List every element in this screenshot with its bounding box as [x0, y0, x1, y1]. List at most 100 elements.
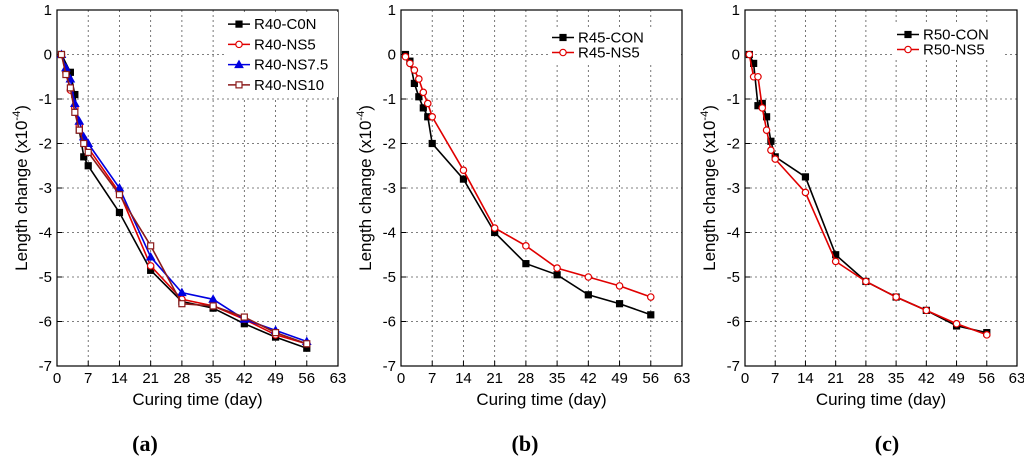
legend-marker — [559, 33, 567, 42]
data-point — [522, 260, 530, 268]
x-tick-label: 63 — [1009, 370, 1024, 387]
x-tick-label: 21 — [142, 370, 159, 387]
data-point — [401, 52, 410, 61]
legend-marker — [235, 40, 243, 49]
legend-entry: R50-NS5 — [897, 42, 985, 59]
x-tick-label: 7 — [428, 370, 436, 387]
data-point — [862, 277, 870, 286]
data-point — [754, 72, 762, 81]
x-tick-label: 56 — [642, 370, 659, 387]
y-axis-label-text: Length change (x10 — [700, 121, 719, 271]
y-axis-label: Length change (x10-4) — [11, 105, 31, 271]
data-point — [459, 175, 468, 183]
legend-box — [548, 28, 678, 62]
series-R50-NS5 — [745, 50, 991, 339]
legend-label: R50-CON — [923, 27, 989, 44]
data-point — [771, 155, 780, 163]
x-tick-label: 0 — [741, 370, 749, 387]
data-point — [490, 224, 499, 232]
legend-entry: R45-CON — [552, 30, 644, 47]
y-axis-label-text: Length change (x10 — [356, 121, 375, 271]
data-point — [80, 153, 88, 161]
data-point — [646, 293, 655, 301]
data-point — [762, 126, 771, 134]
data-point — [459, 166, 468, 175]
data-point — [75, 126, 83, 134]
legend-box — [224, 12, 338, 97]
x-axis-label: Curing time (day) — [132, 390, 262, 409]
x-tick-label: 42 — [236, 370, 253, 387]
data-point — [553, 271, 561, 279]
data-point — [147, 242, 155, 250]
data-point — [892, 293, 900, 301]
x-tick-label: 49 — [611, 370, 628, 387]
x-tick-label: 35 — [549, 370, 566, 387]
data-point — [647, 311, 655, 319]
x-tick-label: 42 — [580, 370, 597, 387]
data-point — [584, 273, 593, 281]
series-R45-NS5 — [401, 52, 655, 301]
data-point — [415, 93, 423, 101]
x-tick-label: 28 — [858, 370, 875, 387]
legend-label: R40-C0N — [254, 16, 317, 33]
legend-entry: R40-NS7.5 — [228, 57, 328, 74]
x-tick-label: 21 — [486, 370, 503, 387]
y-axis-label-exponent: -4 — [11, 111, 23, 121]
legend-label: R40-NS7.5 — [254, 57, 328, 74]
legend: R40-C0N R40-NS5 R40-NS7.5 R40-NS10 — [224, 12, 338, 97]
y-axis-label-close: ) — [356, 105, 375, 111]
x-tick-label: 56 — [978, 370, 995, 387]
legend-marker — [904, 45, 912, 54]
data-point — [767, 137, 775, 145]
y-tick-label: -3 — [383, 180, 396, 197]
y-tick-label: 1 — [44, 2, 52, 19]
data-point — [952, 319, 961, 328]
y-tick-label: 0 — [388, 47, 396, 64]
y-tick-label: -7 — [727, 358, 740, 375]
data-point — [423, 99, 432, 108]
legend-marker — [234, 59, 244, 69]
legend-label: R40-NS10 — [254, 77, 324, 94]
data-point — [615, 282, 624, 290]
y-tick-label: -6 — [383, 314, 396, 331]
data-point — [982, 331, 991, 339]
x-tick-label: 7 — [771, 370, 779, 387]
data-point — [758, 104, 767, 112]
data-point — [553, 264, 561, 272]
series-R40-NS10 — [57, 50, 311, 348]
data-point — [80, 139, 88, 148]
y-axis-label-exponent: -4 — [355, 111, 367, 121]
data-point — [84, 148, 92, 156]
y-axis-label-exponent: -4 — [699, 111, 711, 121]
y-tick-label: -3 — [39, 180, 52, 197]
y-tick-label: -7 — [39, 358, 52, 375]
data-point — [271, 329, 280, 337]
x-tick-label: 56 — [298, 370, 315, 387]
legend-marker — [235, 81, 243, 89]
legend-marker — [559, 48, 567, 57]
data-point — [71, 108, 79, 116]
y-tick-label: 0 — [44, 47, 52, 64]
series-R45-CON — [401, 50, 655, 319]
x-tick-label: 14 — [797, 370, 814, 387]
y-tick-label: -2 — [39, 136, 52, 153]
x-tick-label: 14 — [111, 370, 128, 387]
y-axis-label: Length change (x10-4) — [355, 105, 375, 271]
y-tick-label: -4 — [383, 225, 396, 242]
data-point — [240, 313, 248, 321]
x-tick-label: 21 — [827, 370, 844, 387]
y-tick-label: -5 — [727, 269, 740, 286]
legend-marker — [904, 30, 912, 39]
data-point — [178, 300, 186, 308]
data-point — [522, 242, 530, 250]
data-point — [145, 251, 156, 261]
data-point — [406, 59, 414, 68]
x-axis-label: Curing time (day) — [476, 390, 606, 409]
y-axis-label-close: ) — [700, 105, 719, 111]
x-tick-label: 63 — [674, 370, 691, 387]
data-point — [428, 139, 436, 148]
y-axis-label-close: ) — [12, 105, 31, 111]
